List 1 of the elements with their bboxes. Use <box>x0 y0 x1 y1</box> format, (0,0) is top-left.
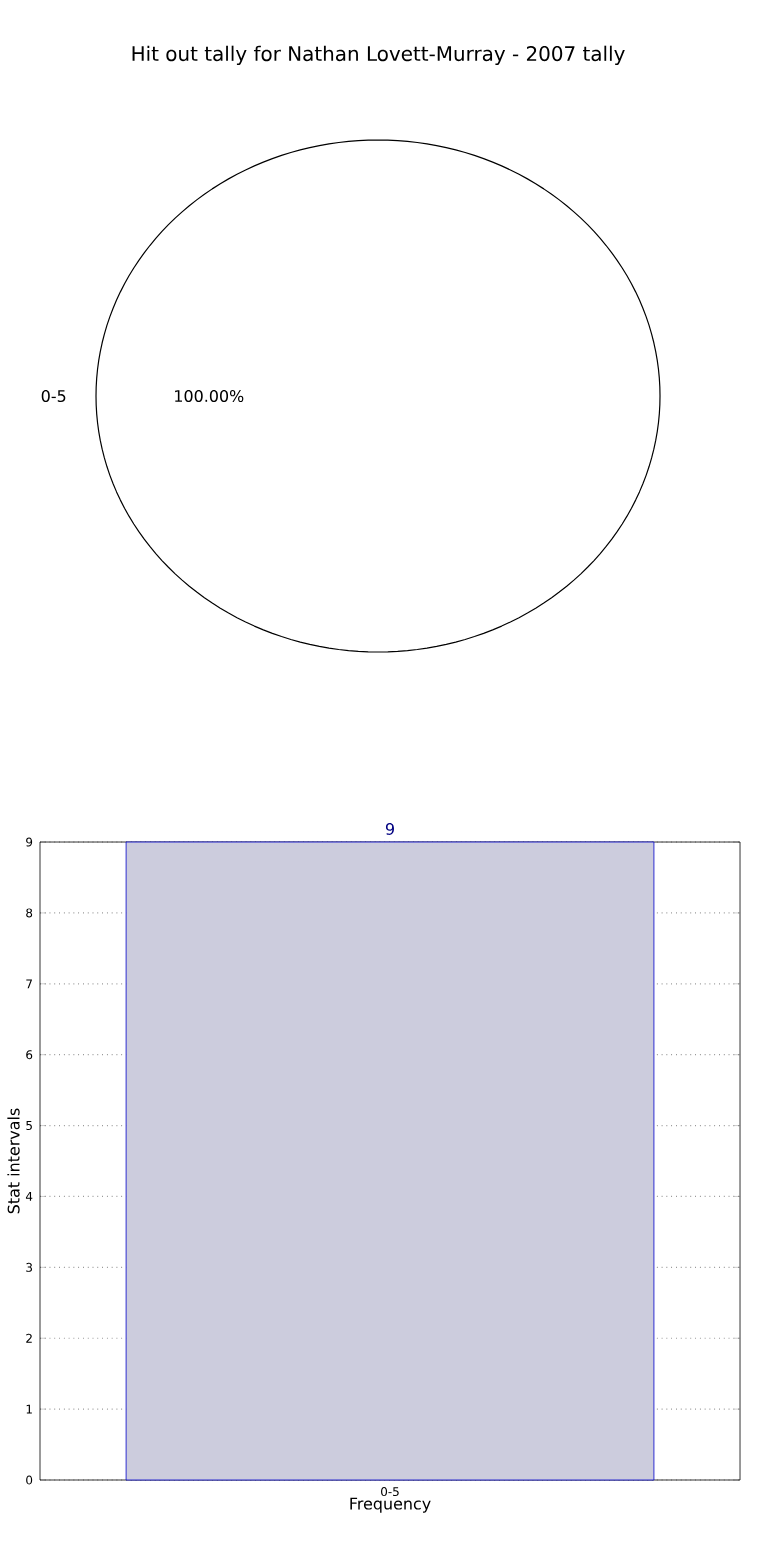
chart-title: Hit out tally for Nathan Lovett-Murray - 2007 tally <box>132 45 625 65</box>
